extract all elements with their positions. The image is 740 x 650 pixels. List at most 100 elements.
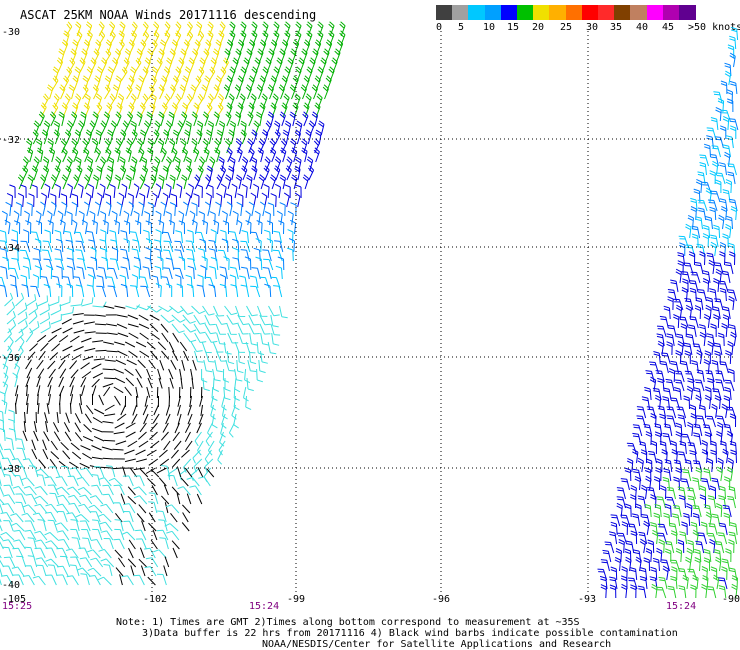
wind-barb (193, 193, 200, 208)
wind-barb (57, 539, 70, 550)
wind-barb (165, 413, 171, 425)
wind-barb (24, 565, 36, 577)
wind-barb (234, 341, 246, 353)
wind-barb (703, 313, 711, 329)
wind-barb (53, 120, 60, 136)
wind-barb (662, 432, 672, 446)
wind-barb (141, 93, 149, 109)
wind-barb (701, 566, 708, 581)
wind-barb (106, 102, 113, 118)
wind-barb (295, 184, 302, 199)
wind-barb (68, 502, 81, 514)
wind-barb (722, 314, 730, 329)
wind-barb (235, 174, 243, 190)
legend-label: >50 knots (688, 22, 740, 33)
wind-barb (259, 75, 266, 91)
wind-barb (4, 219, 11, 235)
wind-barb (186, 30, 194, 46)
wind-barb (116, 201, 123, 217)
wind-barb (722, 448, 729, 464)
right-swath-barbs (597, 26, 739, 599)
wind-barb (44, 183, 51, 199)
wind-barb (689, 287, 697, 302)
wind-barb (668, 522, 678, 536)
wind-barb (214, 359, 223, 373)
wind-barb (630, 584, 637, 599)
wind-barb (14, 328, 24, 343)
wind-barb (650, 494, 657, 509)
wind-barb (205, 129, 213, 145)
wind-barb (280, 147, 287, 163)
wind-barb (663, 423, 673, 437)
wind-barb (52, 275, 61, 289)
wind-barb (182, 504, 191, 514)
wind-barb (155, 183, 162, 199)
wind-barb (47, 376, 53, 388)
wind-barb (40, 201, 46, 217)
wind-barb (675, 268, 682, 284)
wind-barb (171, 147, 178, 163)
wind-barb (92, 111, 99, 127)
wind-barb (181, 111, 188, 127)
wind-barb (51, 75, 59, 91)
axes-labels: -30-32-34-36-38-40-105 -102 -99 -96 -93 -9015… (2, 27, 740, 612)
wind-barb (34, 547, 46, 559)
wind-barb (730, 449, 737, 464)
wind-barb (182, 323, 197, 333)
wind-barb (187, 265, 195, 280)
wind-barb (699, 494, 706, 508)
wind-barb (219, 21, 226, 37)
wind-barb (195, 231, 205, 244)
wind-barb (6, 311, 16, 325)
wind-barb (107, 267, 118, 280)
wind-barb (284, 66, 291, 82)
wind-barb (108, 93, 116, 109)
wind-barb (25, 493, 38, 505)
wind-barb (56, 565, 69, 577)
wind-barb (136, 305, 152, 311)
wind-barb (80, 445, 91, 451)
wind-barb (281, 75, 288, 91)
wind-barb (713, 91, 723, 104)
wind-barb (249, 350, 257, 365)
wind-barb (67, 183, 73, 199)
wind-barb (691, 360, 699, 374)
lon-tick-label: -105 (2, 594, 26, 605)
wind-barb (94, 147, 101, 163)
wind-barb (231, 404, 237, 420)
wind-barb (670, 575, 678, 590)
wind-barb (68, 84, 75, 100)
wind-barb (135, 368, 142, 379)
wind-barb (43, 258, 54, 271)
wind-barb (15, 438, 25, 451)
wind-barb (130, 93, 137, 109)
wind-barb (156, 529, 169, 541)
wind-barb (650, 566, 658, 581)
wind-barb (148, 458, 159, 466)
wind-barb (150, 539, 158, 550)
wind-barb (180, 377, 183, 389)
wind-barb (86, 404, 94, 415)
note-line-2: 3)Data buffer is 22 hrs from 20171116 4)… (142, 628, 678, 639)
wind-barb (213, 84, 220, 100)
wind-barb (609, 576, 618, 590)
wind-barb (657, 532, 668, 545)
wind-barb (706, 333, 715, 347)
wind-barb (245, 395, 252, 411)
wind-barb (637, 495, 646, 509)
wind-barb (160, 314, 175, 323)
wind-barb (168, 467, 178, 481)
wind-barb (129, 467, 138, 478)
wind-barb (213, 111, 220, 127)
wind-barb (128, 350, 138, 358)
wind-barb (119, 574, 123, 586)
wind-barb (698, 324, 707, 338)
legend-swatch (662, 5, 680, 20)
wind-barb (45, 421, 48, 433)
wind-barb (74, 422, 81, 433)
wind-barb (6, 301, 16, 316)
wind-barb (680, 323, 687, 338)
wind-barb (0, 535, 4, 541)
wind-barb (45, 558, 60, 568)
wind-barb (723, 423, 733, 437)
